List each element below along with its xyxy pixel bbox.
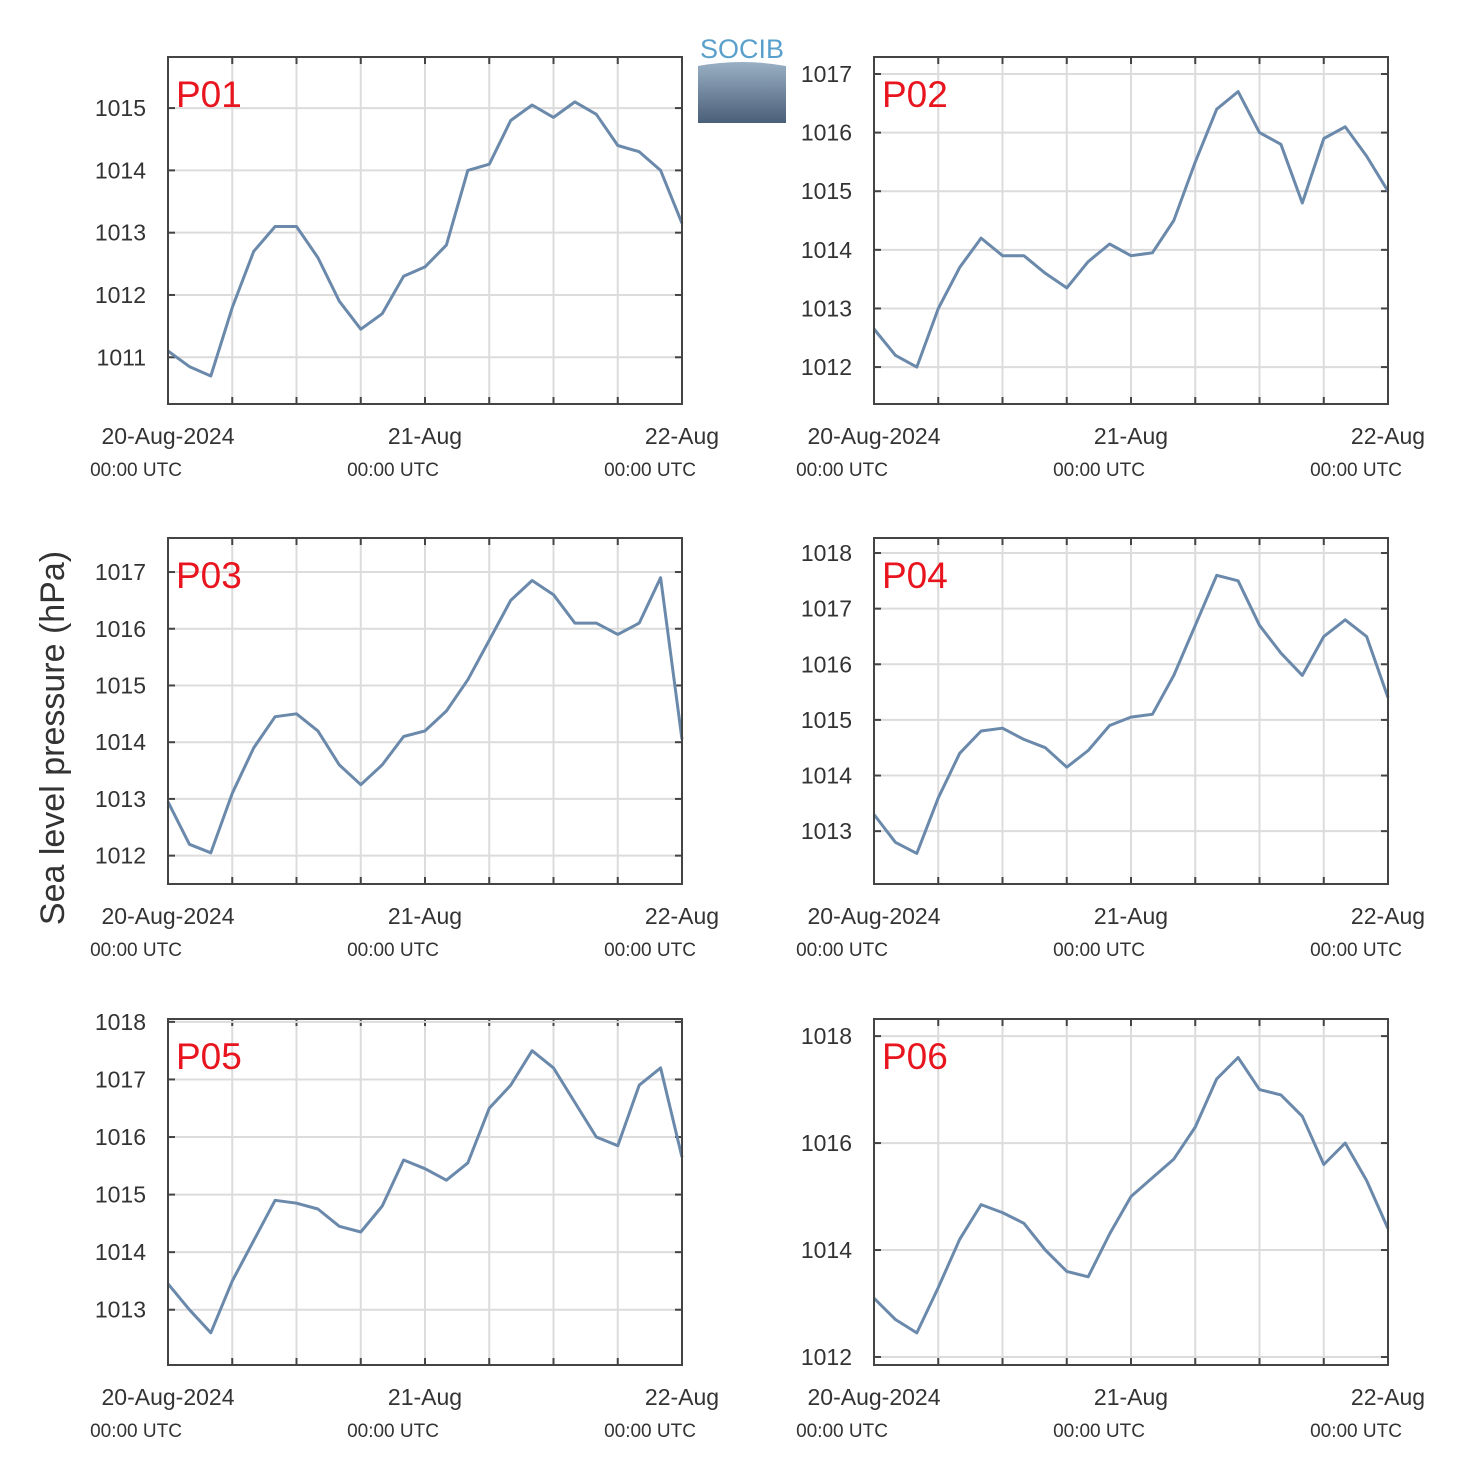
y-tick-label: 1014 — [95, 1239, 146, 1265]
panel-title: P03 — [176, 555, 242, 596]
panel: 20-Aug-2024 00:00 UTC 21-Aug 00:00 UTC 22-Au… — [796, 56, 1425, 481]
logo: SOCIB — [698, 34, 786, 123]
x-tick-label: 21-Aug — [1094, 903, 1168, 929]
series-line — [872, 90, 1390, 369]
series-line — [166, 1049, 684, 1335]
x-tick-sublabel: 00:00 UTC — [604, 1421, 696, 1442]
x-tick-label: 21-Aug — [1094, 1384, 1168, 1410]
panel: 20-Aug-2024 00:00 UTC 21-Aug 00:00 UTC 22-Au… — [90, 537, 719, 961]
panel-title: P05 — [176, 1036, 242, 1077]
logo-shape — [698, 62, 786, 123]
series-line — [166, 576, 684, 855]
y-tick-label: 1016 — [95, 616, 146, 642]
y-tick-label: 1014 — [95, 729, 146, 755]
y-tick-label: 1014 — [95, 157, 146, 183]
logo-text: SOCIB — [700, 34, 784, 64]
y-tick-label: 1014 — [801, 763, 852, 789]
x-tick-label: 22-Aug — [1351, 1384, 1425, 1410]
x-tick-label: 21-Aug — [388, 1384, 462, 1410]
y-tick-label: 1015 — [95, 672, 146, 698]
y-tick-label: 1018 — [95, 1009, 146, 1035]
y-tick-label: 1012 — [801, 354, 852, 380]
y-tick-label: 1016 — [801, 120, 852, 146]
x-tick-sublabel: 00:00 UTC — [1053, 460, 1145, 481]
x-tick-sublabel: 00:00 UTC — [1053, 940, 1145, 961]
y-tick-label: 1013 — [95, 220, 146, 246]
x-tick-sublabel: 00:00 UTC — [796, 1421, 888, 1442]
x-tick-sublabel: 00:00 UTC — [1310, 940, 1402, 961]
y-tick-label: 1012 — [95, 282, 146, 308]
x-tick-sublabel: 00:00 UTC — [796, 940, 888, 961]
plot-frame — [873, 56, 1389, 405]
y-tick-label: 1013 — [801, 818, 852, 844]
y-tick-label: 1016 — [801, 651, 852, 677]
y-tick-label: 1017 — [95, 1066, 146, 1092]
panel-title: P04 — [882, 555, 948, 596]
y-tick-label: 1013 — [95, 786, 146, 812]
x-tick-label: 21-Aug — [1094, 423, 1168, 449]
x-tick-sublabel: 00:00 UTC — [90, 460, 182, 481]
y-tick-label: 1014 — [801, 237, 852, 263]
y-tick-label: 1016 — [95, 1124, 146, 1150]
y-tick-label: 1018 — [801, 1023, 852, 1049]
x-tick-sublabel: 00:00 UTC — [90, 1421, 182, 1442]
panel-title: P02 — [882, 74, 948, 115]
x-tick-label: 20-Aug-2024 — [102, 903, 235, 929]
series-line — [167, 100, 684, 378]
x-tick-label: 22-Aug — [645, 1384, 719, 1410]
panel: 20-Aug-2024 00:00 UTC 21-Aug 00:00 UTC 22-Au… — [796, 1018, 1425, 1442]
x-tick-sublabel: 00:00 UTC — [1310, 1421, 1402, 1442]
y-tick-label: 1018 — [801, 540, 852, 566]
x-tick-sublabel: 00:00 UTC — [347, 460, 439, 481]
y-tick-label: 1012 — [801, 1344, 852, 1370]
x-tick-label: 20-Aug-2024 — [102, 423, 235, 449]
y-tick-label: 1011 — [97, 344, 146, 370]
series-line — [872, 573, 1390, 855]
y-tick-label: 1017 — [801, 596, 852, 622]
panel: 20-Aug-2024 00:00 UTC 21-Aug 00:00 UTC 22-Au… — [90, 1009, 719, 1442]
x-tick-sublabel: 00:00 UTC — [1310, 460, 1402, 481]
panel-title: P06 — [882, 1036, 948, 1077]
panel: 20-Aug-2024 00:00 UTC 21-Aug 00:00 UTC 22-Au… — [796, 537, 1425, 961]
x-tick-label: 20-Aug-2024 — [808, 903, 941, 929]
plot-frame — [873, 537, 1389, 885]
x-tick-label: 20-Aug-2024 — [808, 1384, 941, 1410]
x-tick-sublabel: 00:00 UTC — [347, 940, 439, 961]
y-tick-label: 1015 — [95, 1182, 146, 1208]
x-tick-label: 22-Aug — [1351, 903, 1425, 929]
x-tick-label: 22-Aug — [645, 903, 719, 929]
y-tick-label: 1014 — [801, 1237, 852, 1263]
y-tick-label: 1013 — [801, 295, 852, 321]
x-tick-sublabel: 00:00 UTC — [347, 1421, 439, 1442]
y-tick-label: 1017 — [95, 559, 146, 585]
x-tick-sublabel: 00:00 UTC — [1053, 1421, 1145, 1442]
x-tick-label: 22-Aug — [645, 423, 719, 449]
x-tick-label: 21-Aug — [388, 903, 462, 929]
x-tick-label: 21-Aug — [388, 423, 462, 449]
y-axis-label: Sea level pressure (hPa) — [34, 551, 72, 925]
x-tick-sublabel: 00:00 UTC — [90, 940, 182, 961]
plot-frame — [167, 537, 683, 885]
y-tick-label: 1015 — [801, 707, 852, 733]
y-tick-label: 1013 — [95, 1297, 146, 1323]
x-tick-label: 20-Aug-2024 — [808, 423, 941, 449]
y-tick-label: 1015 — [95, 95, 146, 121]
y-tick-label: 1012 — [95, 843, 146, 869]
plot-frame — [167, 56, 683, 405]
x-tick-label: 22-Aug — [1351, 423, 1425, 449]
x-tick-sublabel: 00:00 UTC — [796, 460, 888, 481]
y-tick-label: 1016 — [801, 1130, 852, 1156]
x-tick-sublabel: 00:00 UTC — [604, 460, 696, 481]
y-tick-label: 1017 — [801, 61, 852, 87]
y-tick-label: 1015 — [801, 178, 852, 204]
plot-frame — [873, 1018, 1389, 1366]
series-line — [872, 1056, 1390, 1335]
panel-title: P01 — [176, 74, 242, 115]
panel: 20-Aug-2024 00:00 UTC 21-Aug 00:00 UTC 22-Au… — [90, 56, 719, 481]
x-tick-sublabel: 00:00 UTC — [604, 940, 696, 961]
plot-frame — [167, 1018, 683, 1366]
x-tick-label: 20-Aug-2024 — [102, 1384, 235, 1410]
